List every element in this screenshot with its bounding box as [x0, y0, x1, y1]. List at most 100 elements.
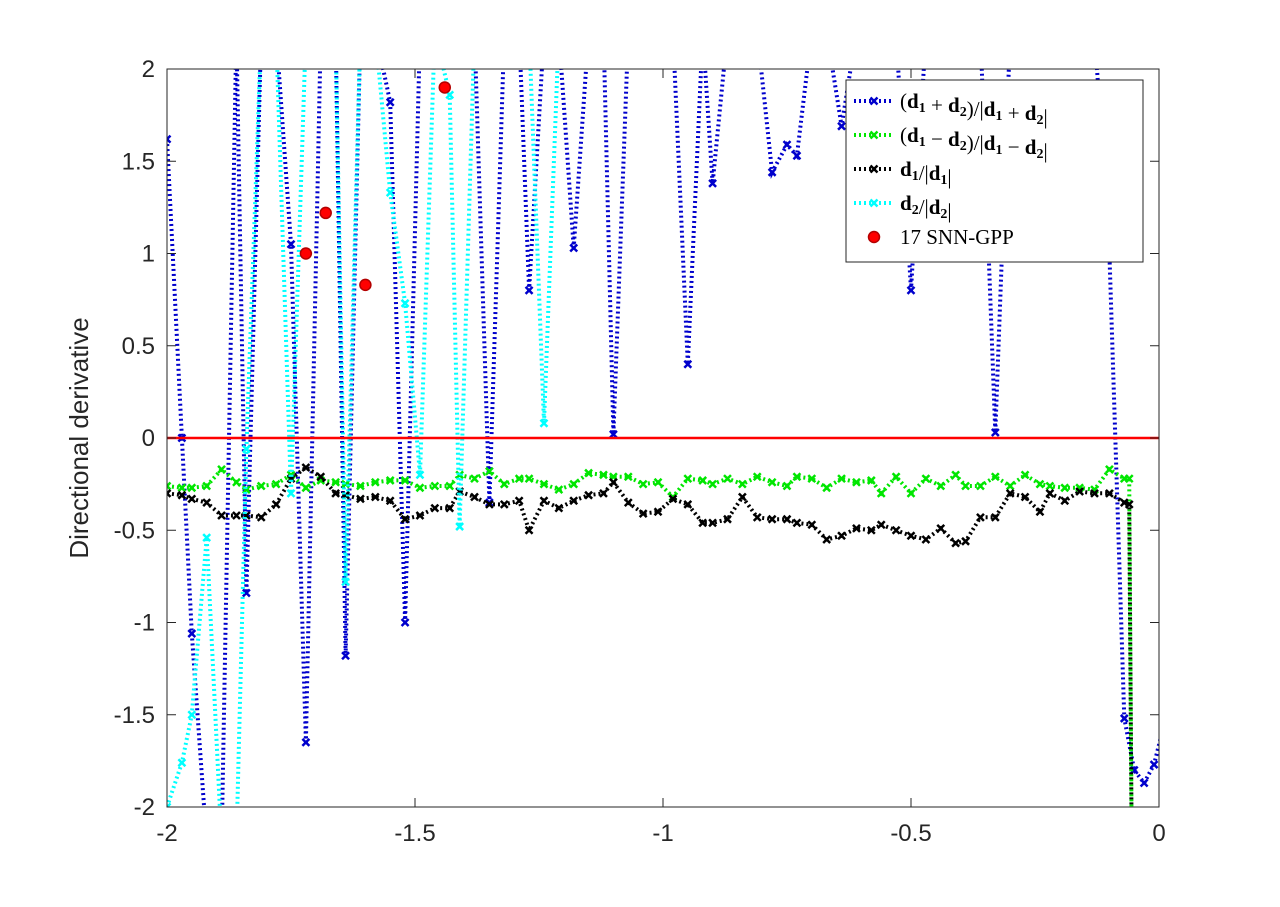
- data-point: [1035, 507, 1045, 517]
- data-point: [782, 514, 792, 524]
- data-point: [316, 472, 326, 482]
- data-point: [167, 488, 172, 498]
- data-point: [385, 496, 395, 506]
- data-point: [609, 429, 618, 439]
- data-point: [653, 507, 663, 517]
- data-point: [837, 121, 846, 131]
- data-point: [600, 29, 607, 36]
- data-point: [524, 474, 534, 483]
- data-point: [1124, 500, 1134, 509]
- data-point: [569, 496, 579, 506]
- data-point: [415, 470, 425, 480]
- data-point: [501, 29, 508, 36]
- data-point: [1060, 483, 1070, 493]
- data-point: [807, 474, 817, 483]
- data-point: [792, 151, 802, 161]
- data-point: [570, 29, 577, 36]
- data-point: [286, 239, 296, 249]
- data-point: [961, 481, 970, 491]
- series-line-2: [167, 465, 1134, 807]
- data-point: [623, 472, 633, 482]
- legend-entry-label: (d1 − d2)/|d1 − d2|: [900, 123, 1048, 163]
- data-point: [341, 577, 350, 587]
- data-point: [499, 479, 509, 489]
- legend-marker: [869, 164, 879, 174]
- data-point: [878, 29, 885, 36]
- data-point: [852, 477, 861, 487]
- data-point: [723, 514, 732, 524]
- data-point: [1045, 488, 1055, 498]
- legend-marker: [869, 96, 879, 106]
- data-point: [584, 490, 593, 500]
- data-point: [976, 481, 985, 491]
- data-point: [516, 29, 523, 36]
- data-point: [167, 134, 172, 144]
- data-point: [585, 29, 592, 36]
- data-point: [1020, 492, 1030, 502]
- data-point: [1128, 840, 1135, 847]
- data-point: [683, 474, 693, 483]
- y-tick-label: -1.5: [114, 702, 155, 729]
- data-point: [341, 651, 350, 661]
- data-point: [1128, 840, 1135, 847]
- data-point: [792, 518, 802, 528]
- y-tick-label: 0.5: [122, 333, 155, 360]
- data-point: [638, 509, 648, 519]
- data-point: [471, 29, 478, 36]
- data-point: [698, 476, 708, 485]
- legend-entry-label: d1/|d1|: [900, 157, 952, 189]
- data-point: [258, 29, 265, 36]
- data-point: [906, 286, 916, 295]
- x-tick-label: 0: [1152, 820, 1165, 847]
- data-point: [754, 29, 761, 36]
- data-point: [218, 840, 225, 847]
- x-tick-label: -2: [156, 820, 177, 847]
- legend-marker: [867, 230, 881, 244]
- x-tick-label: -0.5: [890, 820, 931, 847]
- data-point: [868, 29, 875, 36]
- data-point: [1035, 479, 1045, 489]
- y-tick-label: 0: [142, 425, 155, 452]
- data-point: [400, 476, 410, 485]
- x-tick-label: -1: [652, 820, 673, 847]
- data-point: [1119, 714, 1129, 723]
- data-point: [1020, 470, 1030, 480]
- y-tick-label: 1.5: [122, 148, 155, 175]
- data-point: [737, 492, 747, 502]
- data-point: [499, 500, 509, 509]
- data-point: [822, 483, 832, 493]
- data-point: [356, 481, 365, 491]
- data-point: [539, 496, 549, 506]
- data-point: [936, 524, 946, 533]
- y-tick-label: 2: [142, 56, 155, 83]
- data-point: [431, 29, 438, 36]
- legend-entry-label: (d1 + d2)/|d1 + d2|: [900, 89, 1048, 129]
- data-point: [876, 520, 886, 530]
- data-point: [623, 498, 633, 507]
- data-point: [526, 29, 533, 36]
- data-point: [990, 428, 1000, 437]
- data-point: [638, 479, 648, 489]
- data-point: [876, 488, 886, 498]
- data-point: [555, 29, 562, 36]
- data-point: [1165, 702, 1172, 709]
- data-point: [400, 298, 410, 308]
- data-point: [486, 29, 493, 36]
- data-point: [822, 535, 832, 544]
- data-point: [866, 476, 876, 485]
- data-point: [1046, 29, 1053, 36]
- data-point: [332, 29, 339, 36]
- data-point: [539, 479, 549, 489]
- data-point: [1060, 496, 1070, 506]
- series-layer: [167, 29, 1172, 847]
- data-point: [891, 525, 901, 535]
- data-point: [514, 474, 524, 483]
- data-point: [1036, 29, 1043, 36]
- data-point: [501, 29, 508, 36]
- data-point: [952, 29, 959, 36]
- ticks-layer: -2 -1.5 -1 -0.5 0 -2 -1.5 -1 -0.5 0 0.5 1 1.5 2: [114, 56, 1166, 847]
- y-tick-label: 1: [142, 241, 155, 268]
- data-point: [723, 474, 732, 483]
- data-point: [555, 29, 562, 36]
- data-point: [415, 511, 425, 520]
